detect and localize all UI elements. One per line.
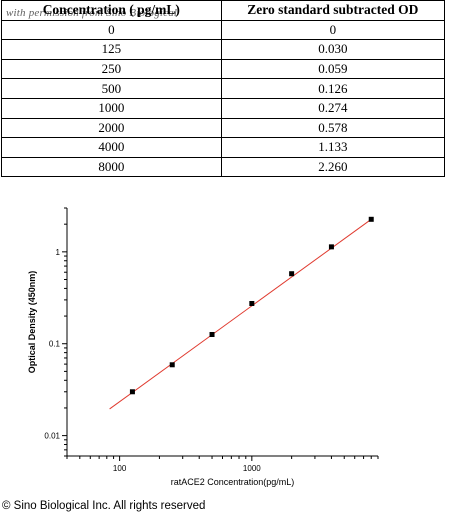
cell-concentration: 0 (1, 19, 222, 41)
table-row: 4000 1.133 (1, 137, 446, 158)
y-tick-label: 0.01 (44, 432, 60, 441)
table-row: 250 0.059 (1, 58, 446, 80)
data-point (328, 244, 334, 250)
cell-od: 0.578 (220, 117, 446, 139)
header-concentration-label: Concentration ( pg/mL) (42, 2, 180, 18)
fit-line (109, 218, 372, 410)
data-point (209, 332, 215, 338)
table-row: 1000 0.274 (1, 97, 446, 119)
cell-od: 0.126 (220, 78, 446, 99)
standard-curve-table: with permission from Sino Biological Con… (1, 0, 446, 178)
watermark-text: with permission from Sino Biological (6, 7, 178, 19)
y-tick-label: 1 (56, 248, 61, 257)
data-point (169, 362, 175, 368)
data-point (368, 216, 374, 222)
table-header-od: Zero standard subtracted OD (220, 0, 446, 21)
cell-od: 0.059 (220, 58, 446, 80)
table-row: 2000 0.578 (1, 117, 446, 139)
y-axis-label: Optical Density (450nm) (27, 271, 37, 374)
cell-concentration: 2000 (1, 117, 222, 139)
data-table-container: with permission from Sino Biological Con… (0, 0, 450, 178)
copyright-text: © Sino Biological Inc. All rights reserv… (2, 500, 206, 512)
table-body: 0 0 125 0.030 250 0.059 500 0.126 1000 0.274 2000 0… (1, 19, 446, 178)
standard-curve-chart: 0.01 0.1 1 100 1000 ratACE2 Concentration(pg/… (0, 198, 450, 498)
x-axis-label: ratACE2 Concentration(pg/mL) (171, 477, 295, 487)
cell-concentration: 8000 (1, 156, 222, 178)
table-header-row: with permission from Sino Biological Con… (1, 0, 446, 21)
cell-od: 0 (220, 19, 446, 41)
cell-od: 2.260 (220, 156, 446, 178)
cell-concentration: 4000 (1, 137, 222, 158)
header-od-label: Zero standard subtracted OD (247, 2, 419, 18)
chart-svg: 0.01 0.1 1 100 1000 ratACE2 Concentration(pg/… (27, 207, 379, 487)
cell-od: 0.274 (220, 97, 446, 119)
cell-concentration: 125 (1, 39, 222, 60)
data-point (129, 389, 135, 395)
y-tick-label: 0.1 (49, 340, 61, 349)
table-row: 125 0.030 (1, 39, 446, 60)
table-row: 8000 2.260 (1, 156, 446, 178)
table-row: 500 0.126 (1, 78, 446, 99)
table-header-concentration: with permission from Sino Biological Con… (1, 0, 222, 21)
data-point (289, 271, 295, 277)
cell-od: 1.133 (220, 137, 446, 158)
cell-concentration: 500 (1, 78, 222, 99)
x-tick-label: 1000 (243, 464, 261, 473)
cell-concentration: 250 (1, 58, 222, 80)
data-point (249, 301, 255, 307)
x-tick-label: 100 (113, 464, 127, 473)
cell-od: 0.030 (220, 39, 446, 60)
cell-concentration: 1000 (1, 97, 222, 119)
